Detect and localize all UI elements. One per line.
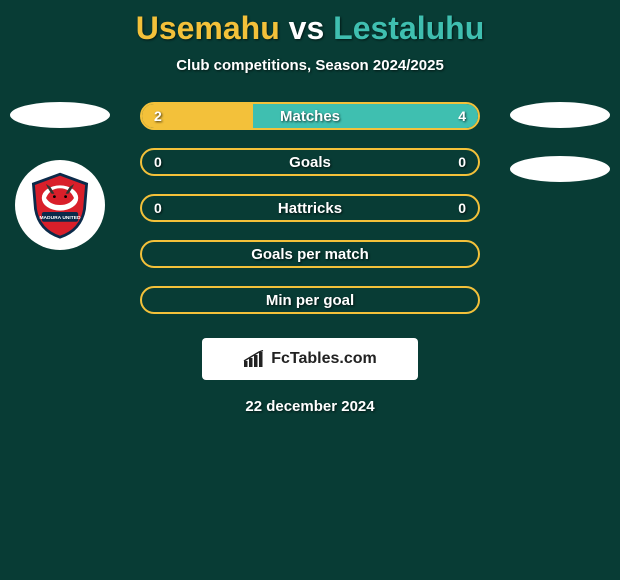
svg-text:MADURA UNITED: MADURA UNITED — [39, 215, 81, 221]
player2-name: Lestaluhu — [333, 10, 484, 46]
bar-value-left: 2 — [154, 108, 162, 124]
date-text: 22 december 2024 — [0, 398, 620, 415]
bar-value-left: 0 — [154, 200, 162, 216]
team-logo-placeholder — [10, 102, 110, 128]
bar-label: Hattricks — [278, 200, 342, 217]
right-team-logos — [510, 102, 610, 182]
subtitle: Club competitions, Season 2024/2025 — [0, 57, 620, 74]
bar-value-right: 0 — [458, 154, 466, 170]
team-logo-placeholder — [510, 102, 610, 128]
team-logo-madura: MADURA UNITED — [15, 160, 105, 250]
page-title: Usemahu vs Lestaluhu — [0, 0, 620, 47]
chart-icon — [243, 350, 265, 368]
stat-bar: 2 4 Matches — [140, 102, 480, 130]
madura-united-icon: MADURA UNITED — [25, 170, 95, 240]
vs-text: vs — [289, 10, 325, 46]
bar-value-right: 4 — [458, 108, 466, 124]
bar-value-left: 0 — [154, 154, 162, 170]
bar-label: Goals — [289, 154, 331, 171]
branding-text: FcTables.com — [271, 350, 377, 368]
bar-label: Min per goal — [266, 292, 354, 309]
bar-label: Goals per match — [251, 246, 369, 263]
stat-bar: Min per goal — [140, 286, 480, 314]
team-logo-placeholder — [510, 156, 610, 182]
player1-name: Usemahu — [136, 10, 280, 46]
comparison-area: MADURA UNITED 2 4 Matches 0 0 Goals 0 0 Hattrick… — [0, 102, 620, 314]
stat-bar: 0 0 Hattricks — [140, 194, 480, 222]
bar-value-right: 0 — [458, 200, 466, 216]
branding-badge: FcTables.com — [202, 338, 418, 380]
stat-bar: Goals per match — [140, 240, 480, 268]
left-team-logos: MADURA UNITED — [10, 102, 110, 250]
stat-bars: 2 4 Matches 0 0 Goals 0 0 Hattricks Goals per mat… — [140, 102, 480, 314]
stat-bar: 0 0 Goals — [140, 148, 480, 176]
bar-label: Matches — [280, 108, 340, 125]
